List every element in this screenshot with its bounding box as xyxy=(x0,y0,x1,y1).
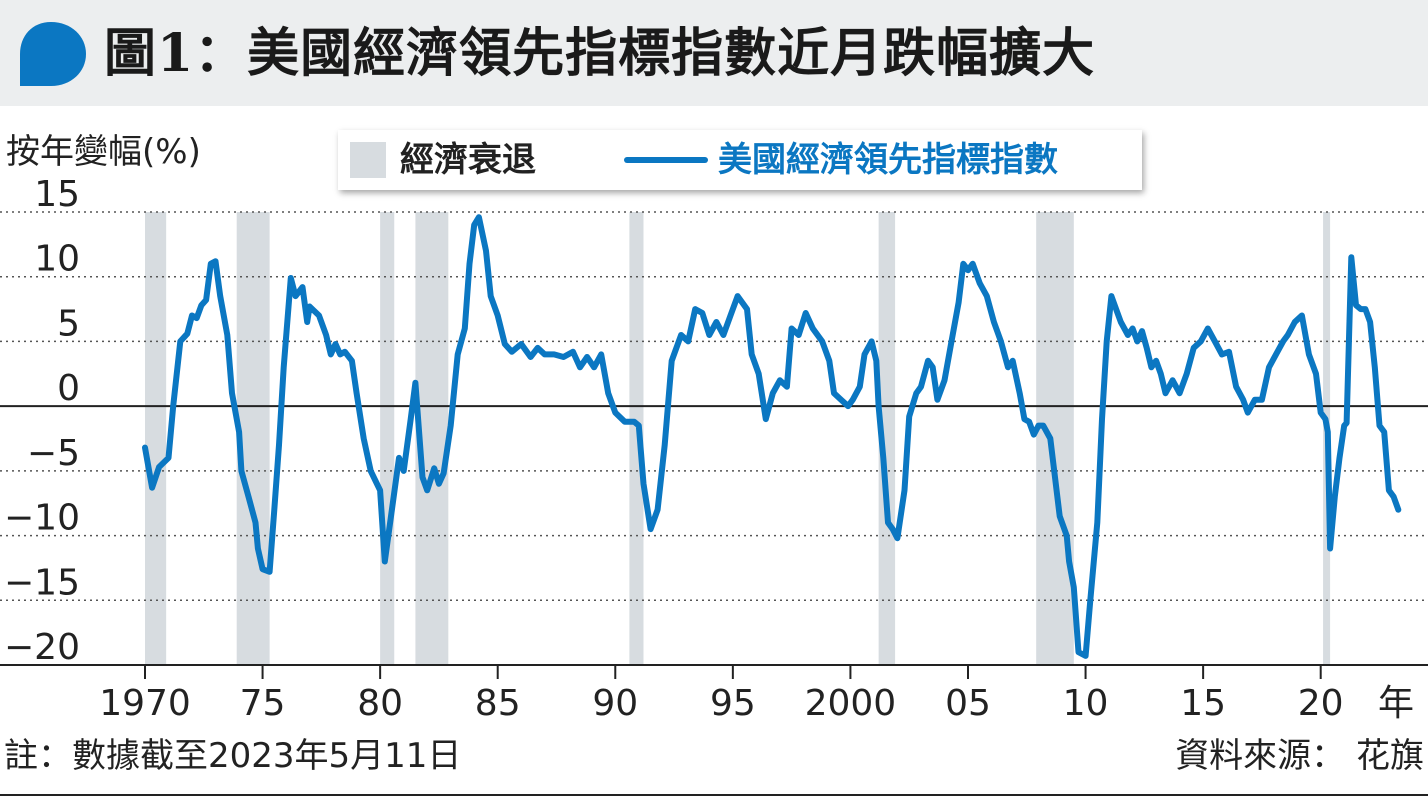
recession-band-4 xyxy=(629,212,644,665)
x-tick-label-20: 20 xyxy=(1298,683,1344,724)
source-note: 資料來源： 花旗 xyxy=(1175,736,1424,776)
axes xyxy=(0,405,1428,666)
y-tick-label--5: −5 xyxy=(27,433,80,474)
speech-bubble-icon xyxy=(20,22,86,86)
recession-band-5 xyxy=(878,212,896,665)
legend-recession-swatch xyxy=(350,142,386,178)
x-tick-label-10: 10 xyxy=(1063,683,1109,724)
legend: 經濟衰退 美國經濟領先指標指數 xyxy=(338,130,1142,190)
recession-bands xyxy=(145,212,1331,665)
x-unit-label: 年 xyxy=(1378,683,1414,724)
bottom-rule xyxy=(0,794,1428,796)
recession-band-2 xyxy=(380,212,395,665)
recession-band-0 xyxy=(145,212,167,665)
y-tick-label--15: −15 xyxy=(4,562,80,603)
y-tick-label--20: −20 xyxy=(4,627,80,668)
chart-title: 圖1：美國經濟領先指標指數近月跌幅擴大 xyxy=(104,23,1096,84)
legend-series-line xyxy=(624,157,708,163)
x-tick-label-85: 85 xyxy=(475,683,521,724)
x-tick-labels: 1970 75 80 85 90 95 2000 05 10 15 20 年 xyxy=(99,665,1414,724)
y-tick-label-10: 10 xyxy=(34,239,80,280)
x-tick-label-75: 75 xyxy=(240,683,286,724)
title-bar: 圖1：美國經濟領先指標指數近月跌幅擴大 xyxy=(0,0,1428,106)
y-tick-label--10: −10 xyxy=(4,498,80,539)
x-tick-label-90: 90 xyxy=(592,683,638,724)
y-tick-labels: 15 10 5 0 −5 −10 −15 −20 xyxy=(4,174,80,668)
x-tick-label-2000: 2000 xyxy=(805,683,897,724)
y-tick-label-0: 0 xyxy=(57,368,80,409)
legend-recession-label: 經濟衰退 xyxy=(400,140,536,180)
gridlines xyxy=(0,211,1428,602)
x-tick-label-1970: 1970 xyxy=(99,683,191,724)
recession-band-6 xyxy=(1036,212,1074,665)
x-tick-label-95: 95 xyxy=(710,683,756,724)
y-tick-label-5: 5 xyxy=(57,303,80,344)
x-tick-label-80: 80 xyxy=(357,683,403,724)
y-axis-label: 按年變幅(%) xyxy=(6,132,201,172)
footnote: 註：數據截至2023年5月11日 xyxy=(4,736,462,776)
x-tick-label-15: 15 xyxy=(1180,683,1226,724)
y-tick-label-15: 15 xyxy=(34,174,80,215)
legend-series-label: 美國經濟領先指標指數 xyxy=(718,140,1058,180)
series-layer xyxy=(142,214,1402,659)
series-line-0 xyxy=(142,214,1402,659)
x-tick-label-05: 05 xyxy=(945,683,991,724)
